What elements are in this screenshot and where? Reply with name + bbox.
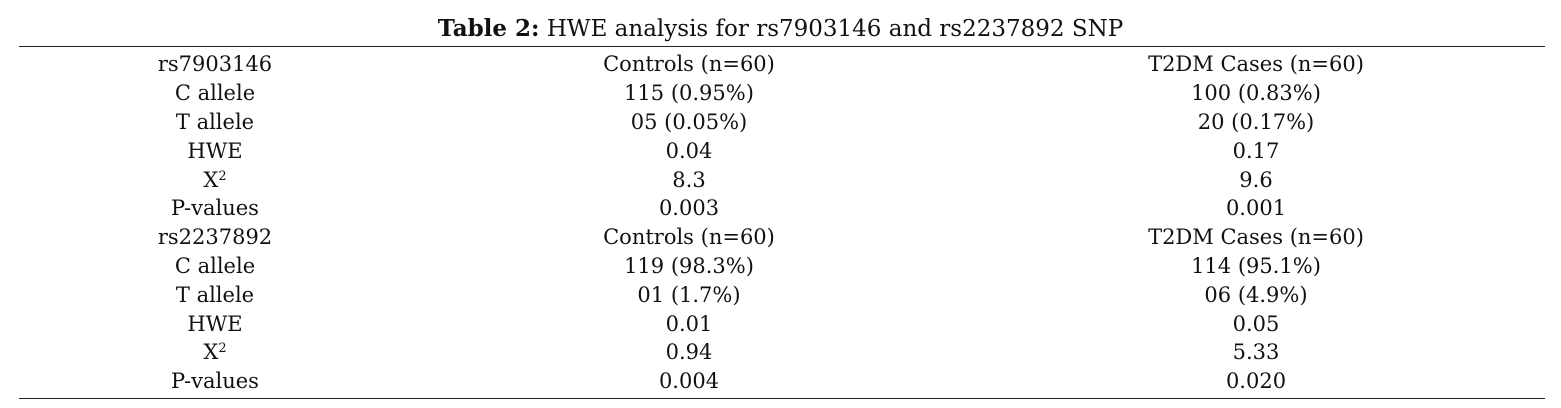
hwe-table: rs7903146 Controls (n=60) T2DM Cases (n=… <box>19 50 1545 396</box>
table-top-rule <box>19 46 1545 47</box>
table-row: C allele 115 (0.95%) 100 (0.83%) <box>19 79 1545 108</box>
cases-value-cell: 9.6 <box>1239 167 1273 192</box>
controls-value-cell: 119 (98.3%) <box>624 253 754 278</box>
cases-value-cell: 20 (0.17%) <box>1197 109 1315 134</box>
controls-value-cell: 0.04 <box>665 138 713 163</box>
cases-value-cell: 114 (95.1%) <box>1191 253 1321 278</box>
controls-value-cell: 0.94 <box>665 340 713 365</box>
table-row: X2 0.94 5.33 <box>19 338 1545 367</box>
table-row: HWE 0.01 0.05 <box>19 309 1545 338</box>
table-row: P-values 0.003 0.001 <box>19 194 1545 223</box>
superscript-two: 2 <box>218 341 227 357</box>
snp-name-cell: rs7903146 <box>157 52 273 77</box>
table-bottom-rule <box>19 398 1545 399</box>
superscript-two: 2 <box>218 168 227 184</box>
chi-square-symbol: X <box>203 340 219 365</box>
chi-square-symbol: X <box>203 167 219 192</box>
controls-value-cell: 01 (1.7%) <box>637 282 741 307</box>
cases-value-cell: 5.33 <box>1232 340 1280 365</box>
section-header-row: rs7903146 Controls (n=60) T2DM Cases (n=… <box>19 50 1545 79</box>
row-label-cell: HWE <box>187 311 243 336</box>
table-row: X2 8.3 9.6 <box>19 165 1545 194</box>
row-label-cell: P-values <box>171 369 259 394</box>
table-row: T allele 01 (1.7%) 06 (4.9%) <box>19 280 1545 309</box>
table-row: T allele 05 (0.05%) 20 (0.17%) <box>19 108 1545 137</box>
row-label-cell: HWE <box>187 138 243 163</box>
cases-value-cell: 0.17 <box>1232 138 1280 163</box>
section-header-row: rs2237892 Controls (n=60) T2DM Cases (n=… <box>19 223 1545 252</box>
table-row: HWE 0.04 0.17 <box>19 136 1545 165</box>
cases-value-cell: 0.020 <box>1225 369 1287 394</box>
controls-value-cell: 0.004 <box>658 369 720 394</box>
row-label-cell: C allele <box>174 81 256 106</box>
cases-header-cell: T2DM Cases (n=60) <box>1148 225 1364 250</box>
table-caption-text: HWE analysis for rs7903146 and rs2237892… <box>539 16 1124 42</box>
row-label-cell: X2 <box>19 165 411 194</box>
controls-value-cell: 0.003 <box>658 196 720 221</box>
row-label-cell: T allele <box>175 282 255 307</box>
cases-value-cell: 100 (0.83%) <box>1191 81 1321 106</box>
controls-value-cell: 05 (0.05%) <box>630 109 748 134</box>
row-label-cell: C allele <box>174 253 256 278</box>
cases-value-cell: 0.001 <box>1225 196 1287 221</box>
row-label-cell: P-values <box>171 196 259 221</box>
cases-value-cell: 06 (4.9%) <box>1204 282 1308 307</box>
controls-header-cell: Controls (n=60) <box>603 52 775 77</box>
cases-value-cell: 0.05 <box>1232 311 1280 336</box>
controls-value-cell: 0.01 <box>665 311 713 336</box>
row-label-cell: X2 <box>19 338 411 367</box>
controls-value-cell: 115 (0.95%) <box>624 81 754 106</box>
table-row: P-values 0.004 0.020 <box>19 367 1545 396</box>
row-label-cell: T allele <box>175 109 255 134</box>
cases-header-cell: T2DM Cases (n=60) <box>1148 52 1364 77</box>
table-caption: Table 2: HWE analysis for rs7903146 and … <box>0 14 1561 44</box>
snp-name-cell: rs2237892 <box>157 225 273 250</box>
controls-header-cell: Controls (n=60) <box>603 225 775 250</box>
table-caption-label: Table 2: <box>437 15 540 42</box>
table-row: C allele 119 (98.3%) 114 (95.1%) <box>19 252 1545 281</box>
controls-value-cell: 8.3 <box>672 167 706 192</box>
